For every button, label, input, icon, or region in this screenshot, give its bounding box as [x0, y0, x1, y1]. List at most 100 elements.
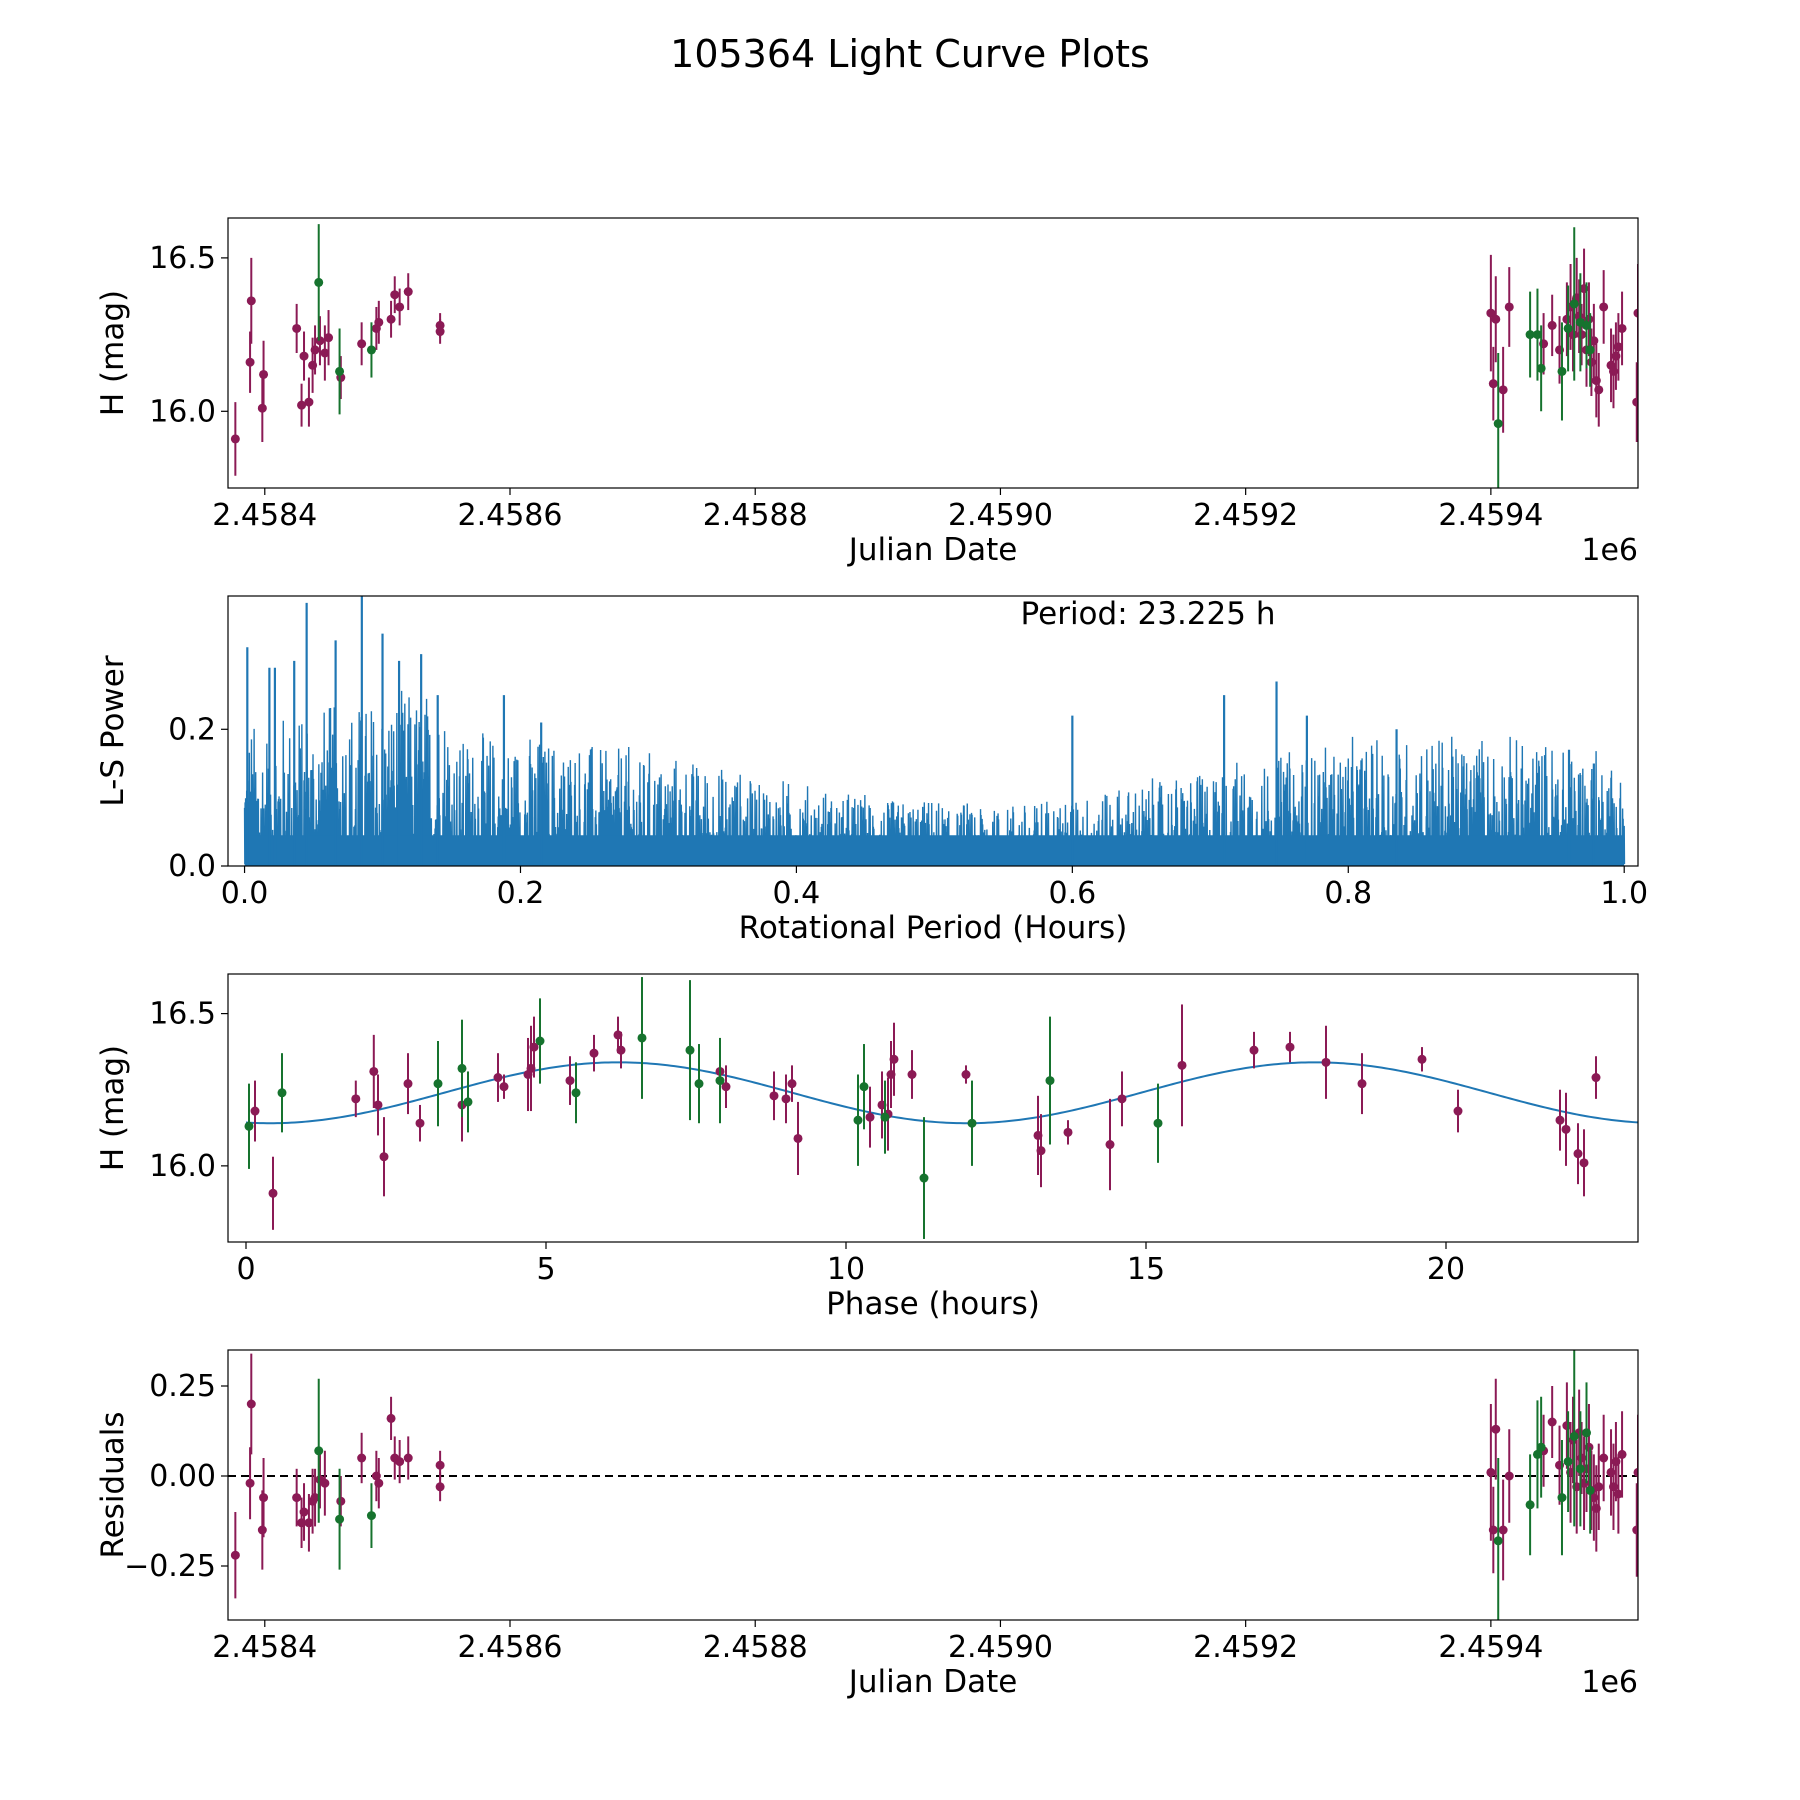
- phase-axes-frame: [227, 973, 1639, 1243]
- x-tick-label: 2.4590: [948, 498, 1053, 533]
- data-point: [250, 1106, 260, 1116]
- data-point: [245, 1478, 255, 1488]
- data-point: [907, 1070, 917, 1079]
- x-tick-label: 2.4594: [1438, 498, 1543, 533]
- data-point: [230, 434, 240, 444]
- x-axis-offset-label: 1e6: [1581, 533, 1638, 568]
- data-point: [1493, 419, 1503, 429]
- data-point: [390, 290, 400, 300]
- data-point: [919, 1173, 929, 1183]
- data-point: [499, 1082, 509, 1092]
- data-point: [793, 1133, 803, 1143]
- data-point: [310, 1493, 320, 1503]
- data-point: [1562, 1421, 1572, 1431]
- data-point: [1504, 1471, 1514, 1481]
- y-tick-label: −0.25: [124, 1549, 216, 1584]
- data-point: [335, 1514, 345, 1524]
- data-point: [1613, 342, 1623, 352]
- data-point: [571, 1088, 581, 1098]
- data-point: [1562, 314, 1572, 324]
- data-point: [1585, 1485, 1595, 1495]
- x-tick-label: 2.4586: [458, 1630, 563, 1665]
- data-point: [589, 1048, 599, 1058]
- data-point: [1357, 1079, 1367, 1089]
- data-point: [694, 1079, 704, 1089]
- data-point: [685, 1045, 695, 1055]
- x-tick-label: 2.4590: [948, 1630, 1053, 1665]
- data-point: [457, 1063, 467, 1073]
- data-point: [853, 1115, 863, 1125]
- x-axis-label: Rotational Period (Hours): [739, 910, 1128, 946]
- data-point: [1532, 330, 1542, 340]
- x-axis-label: Julian Date: [847, 1664, 1018, 1700]
- data-point: [1633, 308, 1638, 318]
- data-point: [1536, 1442, 1546, 1452]
- data-point: [1599, 302, 1609, 312]
- data-point: [435, 1482, 445, 1492]
- data-point: [374, 1478, 384, 1488]
- data-point: [1177, 1060, 1187, 1070]
- data-point: [277, 1088, 287, 1098]
- data-point: [1557, 1493, 1567, 1503]
- data-point: [1569, 1431, 1579, 1441]
- y-tick-label: 0.00: [149, 1459, 216, 1494]
- data-point: [859, 1082, 869, 1092]
- data-point: [259, 1493, 269, 1503]
- data-point: [403, 287, 413, 297]
- data-point: [1105, 1140, 1115, 1150]
- data-point: [1036, 1146, 1046, 1156]
- data-point: [1417, 1054, 1427, 1064]
- data-point: [1249, 1045, 1259, 1055]
- data-point: [1285, 1042, 1295, 1052]
- data-point: [257, 1525, 267, 1535]
- x-tick-label: 0.8: [1324, 876, 1372, 911]
- data-point: [961, 1070, 971, 1079]
- ls-axes-frame: [227, 595, 1639, 867]
- data-point: [403, 1079, 413, 1089]
- data-point: [493, 1073, 503, 1083]
- x-tick-label: 0.0: [221, 876, 269, 911]
- data-point: [244, 1121, 254, 1131]
- figure-title: 105364 Light Curve Plots: [670, 32, 1150, 76]
- data-point: [246, 296, 256, 306]
- data-point: [1525, 330, 1535, 340]
- data-point: [1504, 302, 1514, 312]
- data-point: [292, 1493, 302, 1503]
- data-point: [357, 339, 367, 349]
- data-point: [1563, 1457, 1573, 1467]
- data-point: [245, 357, 255, 367]
- y-tick-label: 16.5: [149, 997, 216, 1032]
- x-tick-label: 2.4592: [1193, 498, 1298, 533]
- data-point: [1491, 314, 1501, 324]
- x-axis-offset-label: 1e6: [1581, 1665, 1638, 1700]
- phase-plot-area: [244, 977, 1638, 1239]
- data-point: [230, 1550, 240, 1560]
- data-point: [310, 345, 320, 355]
- data-point: [1488, 379, 1498, 389]
- y-tick-label: 0.0: [168, 849, 216, 884]
- data-point: [1488, 1525, 1498, 1535]
- data-point: [320, 1478, 330, 1488]
- data-point: [616, 1045, 626, 1055]
- x-tick-label: 5: [536, 1252, 555, 1287]
- data-point: [1594, 385, 1604, 395]
- data-point: [1486, 1467, 1496, 1477]
- phase-panel: 0 5 10 15 20 16.0 16.5 Phase (hours) H (mag): [95, 973, 1639, 1322]
- data-point: [1493, 1536, 1503, 1546]
- data-point: [435, 327, 445, 337]
- data-point: [721, 1082, 731, 1092]
- data-point: [1617, 1449, 1627, 1459]
- data-point: [1594, 1482, 1604, 1492]
- data-point: [1498, 1525, 1508, 1535]
- data-point: [463, 1097, 473, 1107]
- data-point: [637, 1033, 647, 1043]
- y-axis-label: H (mag): [95, 1045, 131, 1171]
- x-tick-label: 1.0: [1600, 876, 1648, 911]
- data-point: [324, 333, 334, 343]
- y-tick-label: 0.2: [168, 712, 216, 747]
- data-point: [1632, 1525, 1638, 1535]
- x-axis-label: Phase (hours): [826, 1286, 1040, 1322]
- data-point: [880, 1112, 890, 1122]
- series-green: [314, 1350, 1595, 1620]
- model-fit-curve: [245, 1061, 1638, 1125]
